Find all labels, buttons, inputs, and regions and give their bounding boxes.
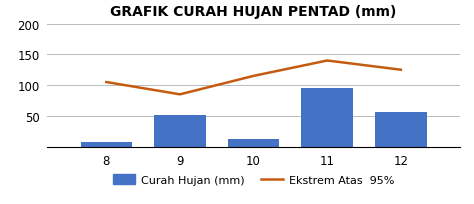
Bar — [154, 115, 206, 147]
Bar — [81, 142, 132, 147]
Bar — [375, 112, 427, 147]
Bar — [228, 139, 279, 147]
Title: GRAFIK CURAH HUJAN PENTAD (mm): GRAFIK CURAH HUJAN PENTAD (mm) — [110, 5, 397, 19]
Bar — [301, 89, 353, 147]
Legend: Curah Hujan (mm), Ekstrem Atas  95%: Curah Hujan (mm), Ekstrem Atas 95% — [113, 174, 394, 185]
